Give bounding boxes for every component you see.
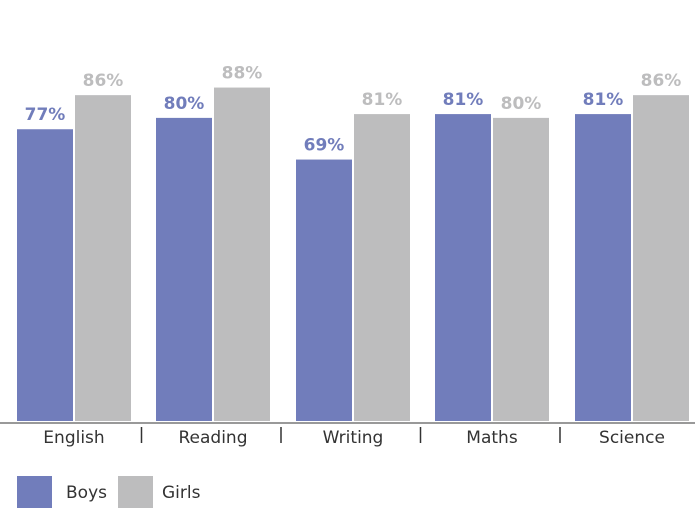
value-label-girls-writing: 81% — [362, 90, 403, 110]
legend-item-girls: Girls — [118, 476, 201, 508]
bar-boys-writing — [296, 159, 352, 421]
value-label-boys-writing: 69% — [304, 136, 345, 156]
bar-boys-maths — [435, 114, 491, 421]
legend-swatch-girls — [118, 476, 153, 508]
bars-layer — [17, 87, 689, 422]
value-label-boys-maths: 81% — [443, 90, 484, 110]
bar-boys-reading — [156, 117, 212, 421]
x-axis-layer: English Reading Writing Maths Science — [43, 427, 665, 448]
value-label-boys-english: 77% — [25, 105, 66, 125]
category-label-maths: Maths — [466, 428, 518, 448]
bar-girls-science — [633, 95, 689, 422]
legend-label-boys: Boys — [66, 483, 107, 503]
value-label-girls-reading: 88% — [222, 64, 263, 84]
bar-girls-writing — [354, 114, 410, 421]
category-label-writing: Writing — [323, 428, 384, 448]
value-label-boys-science: 81% — [583, 90, 624, 110]
legend-label-girls: Girls — [162, 483, 201, 503]
legend-item-boys: Boys — [17, 476, 107, 508]
value-label-girls-science: 86% — [641, 71, 682, 91]
value-label-boys-reading: 80% — [164, 94, 205, 114]
bar-girls-reading — [214, 87, 270, 422]
category-label-english: English — [43, 428, 104, 448]
legend: Boys Girls — [17, 476, 201, 508]
bar-girls-maths — [493, 117, 549, 421]
value-label-girls-maths: 80% — [501, 94, 542, 114]
value-label-girls-english: 86% — [83, 71, 124, 91]
legend-swatch-boys — [17, 476, 52, 508]
bar-boys-english — [17, 129, 73, 421]
bar-girls-english — [75, 95, 131, 422]
category-label-reading: Reading — [178, 428, 247, 448]
category-label-science: Science — [599, 428, 665, 448]
value-labels-layer: 77% 86% 80% 88% 69% 81% 81% 80% 81% 86% — [25, 64, 682, 156]
bar-boys-science — [575, 114, 631, 421]
